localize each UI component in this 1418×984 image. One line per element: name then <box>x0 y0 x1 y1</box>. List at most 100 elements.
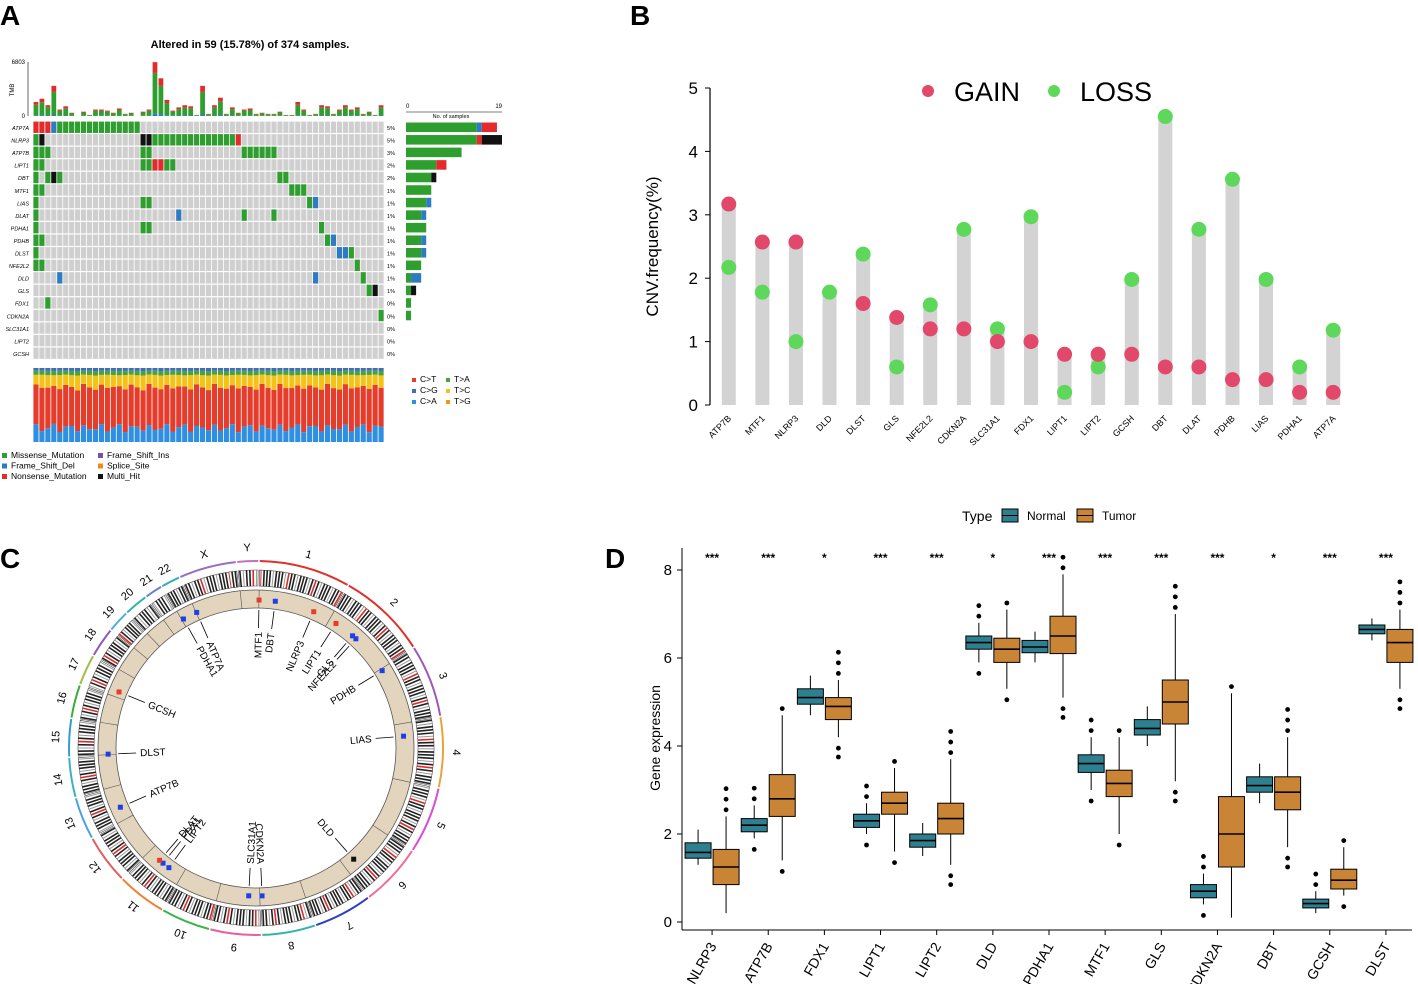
grid-cell <box>75 272 81 284</box>
tmb-bar-red <box>170 110 176 112</box>
spectra-segment <box>110 427 116 442</box>
grid-cell <box>265 309 271 322</box>
grid-cell <box>194 184 200 196</box>
cytoband-stripe <box>317 583 326 599</box>
grid-cell <box>265 184 271 196</box>
grid-cell <box>63 222 69 234</box>
grid-cell <box>277 259 283 271</box>
chrom-label-X: X <box>199 548 210 562</box>
gene-pct-LIPT1: 2% <box>387 164 395 170</box>
grid-cell <box>39 247 45 259</box>
cytoband-stripe <box>80 777 97 782</box>
spectra-segment <box>170 388 176 432</box>
x-tick-label-GCSH: GCSH <box>1303 940 1337 983</box>
loss-point-MTF1 <box>754 284 770 300</box>
cytoband-stripe <box>327 893 336 908</box>
grid-cell <box>217 222 223 234</box>
cytoband-stripe <box>417 728 434 733</box>
significance-ATP7B: *** <box>761 551 775 565</box>
cytoband-stripe <box>311 899 319 916</box>
tmb-bar-red <box>33 102 39 105</box>
grid-cell <box>342 146 348 159</box>
cytoband-stripe <box>355 607 368 622</box>
grid-cell <box>336 159 342 171</box>
grid-cell <box>247 159 253 171</box>
spectra-segment <box>63 384 69 427</box>
spectra-segment <box>354 370 360 376</box>
cytoband-stripe <box>161 885 172 900</box>
cytoband-stripe <box>93 813 109 822</box>
spectra-segment <box>342 368 348 371</box>
tmb-bar-green <box>152 72 158 114</box>
cytoband-stripe <box>229 908 234 925</box>
grid-cell <box>75 222 81 234</box>
grid-cell <box>372 134 378 146</box>
x-tick-label-FDX1: FDX1 <box>800 939 832 978</box>
mutation-cell <box>271 209 277 221</box>
grid-cell <box>319 134 325 146</box>
spectra-segment <box>104 370 110 375</box>
grid-cell <box>63 272 69 284</box>
chrom-label-22: 22 <box>156 562 172 578</box>
cytoband-stripe <box>397 661 413 671</box>
panel-label-d: D <box>605 543 626 574</box>
grid-cell <box>200 309 206 322</box>
grid-cell <box>98 134 104 146</box>
spectra-segment <box>116 370 122 376</box>
grid-cell <box>259 322 265 334</box>
cytoband-stripe <box>81 780 98 785</box>
grid-cell <box>283 309 289 322</box>
cytoband-stripe <box>103 832 119 842</box>
outlier <box>723 786 729 792</box>
grid-cell <box>223 222 229 234</box>
spectra-segment <box>92 371 99 376</box>
outlier <box>1116 842 1122 848</box>
chrom-arc-22 <box>161 576 180 588</box>
grid-cell <box>182 334 188 347</box>
chrom-arc-6 <box>368 850 413 898</box>
spectra-segment <box>265 370 271 376</box>
spectra-segment <box>182 370 188 376</box>
cytoband-stripe <box>185 896 194 912</box>
grid-cell <box>265 272 271 284</box>
grid-cell <box>342 196 348 209</box>
grid-cell <box>146 272 152 284</box>
grid-cell <box>295 309 301 322</box>
x-tick-label-LIPT1: LIPT1 <box>1045 413 1069 437</box>
outlier <box>1060 554 1066 560</box>
grid-cell <box>45 134 51 146</box>
grid-cell <box>116 284 122 297</box>
samples-bar-blue <box>421 210 427 220</box>
grid-cell <box>188 159 194 171</box>
grid-cell <box>319 334 325 347</box>
spectra-segment <box>194 374 200 385</box>
grid-cell <box>313 171 319 184</box>
grid-cell <box>152 272 158 284</box>
grid-cell <box>63 259 69 271</box>
tmb-bar-red <box>295 102 301 105</box>
grid-cell <box>69 146 75 159</box>
grid-cell <box>366 209 372 221</box>
tmb-bar-red <box>81 111 86 113</box>
grid-cell <box>51 309 57 322</box>
mutation-cell <box>235 134 241 146</box>
grid-cell <box>307 146 313 159</box>
grid-cell <box>354 347 360 359</box>
outlier <box>948 729 954 734</box>
grid-cell <box>301 171 307 184</box>
outlier <box>948 750 954 755</box>
grid-cell <box>265 322 271 334</box>
grid-cell <box>319 171 325 184</box>
grid-cell <box>241 334 247 347</box>
tmb-bar-green <box>283 115 289 116</box>
grid-cell <box>170 247 176 259</box>
grid-cell <box>223 284 229 297</box>
spectra-segment <box>277 368 283 371</box>
cytoband-stripe <box>79 724 96 729</box>
grid-cell <box>116 322 122 334</box>
grid-cell <box>75 171 81 184</box>
grid-cell <box>360 322 366 334</box>
spectra-segment <box>122 389 128 433</box>
spectra-segment <box>265 375 271 388</box>
grid-cell <box>313 334 319 347</box>
